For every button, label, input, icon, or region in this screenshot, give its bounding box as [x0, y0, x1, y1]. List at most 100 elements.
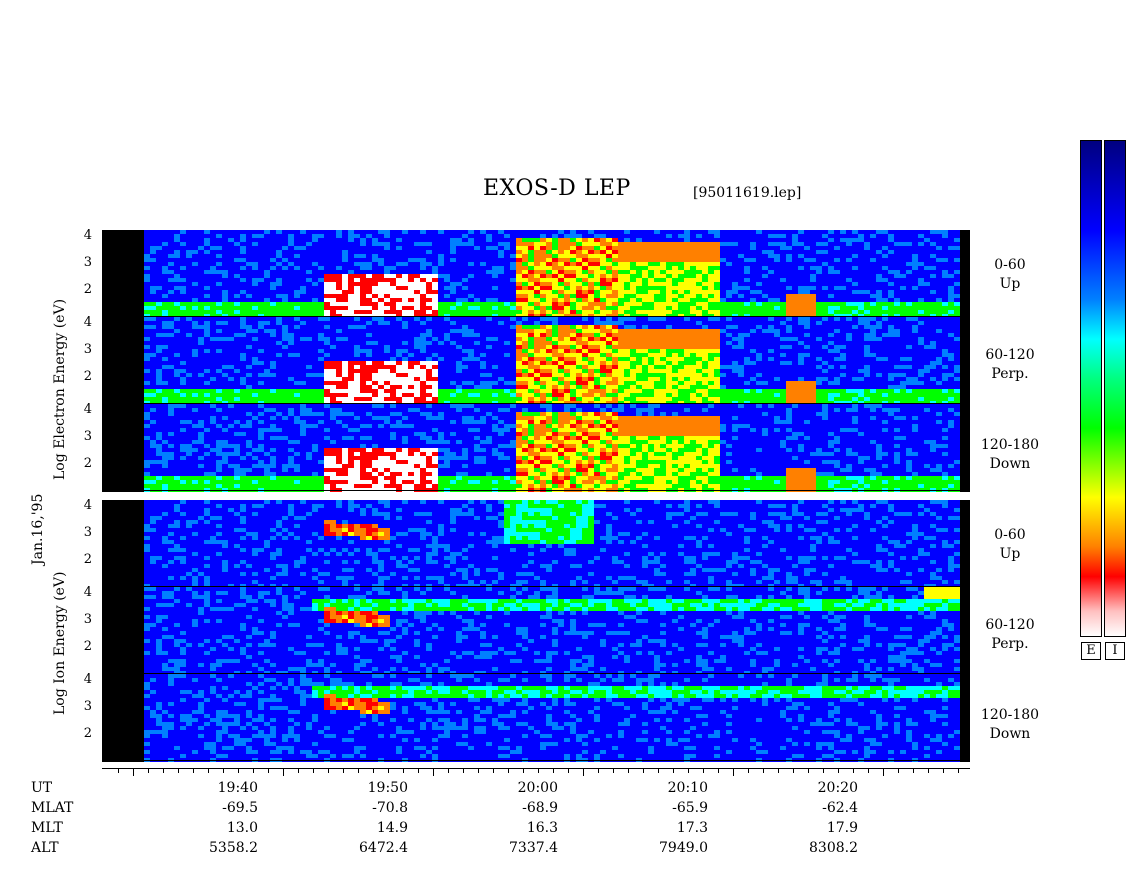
spectrogram-cell: [558, 242, 564, 246]
spectrogram-cell: [144, 337, 150, 341]
spectrogram-cell: [216, 298, 222, 302]
spectrogram-cell: [174, 369, 180, 373]
spectrogram-cell: [450, 242, 456, 246]
spectrogram-cell: [408, 341, 414, 345]
spectrogram-cell: [144, 298, 150, 302]
spectrogram-cell: [222, 377, 228, 381]
spectrogram-cell: [294, 270, 300, 274]
spectrogram-cell: [276, 349, 282, 353]
spectrogram-cell: [660, 250, 666, 254]
spectrogram-cell: [204, 262, 210, 266]
spectrogram-cell: [366, 250, 372, 254]
spectrogram-cell: [954, 238, 960, 242]
spectrogram-cell: [468, 290, 474, 294]
spectrogram-cell: [414, 234, 420, 238]
spectrogram-cell: [438, 290, 444, 294]
spectrogram-cell: [462, 306, 468, 310]
spectrogram-cell: [420, 294, 426, 298]
spectrogram-cell: [642, 393, 648, 397]
spectrogram-cell: [810, 270, 816, 274]
spectrogram-cell: [276, 306, 282, 310]
spectrogram-cell: [396, 337, 402, 341]
spectrogram-cell: [624, 337, 630, 341]
spectrogram-cell: [864, 294, 870, 298]
spectrogram-cell: [552, 258, 558, 262]
spectrogram-cell: [654, 365, 660, 369]
spectrogram-cell: [414, 369, 420, 373]
spectrogram-cell: [378, 329, 384, 333]
spectrogram-cell: [396, 230, 402, 234]
spectrogram-cell: [546, 238, 552, 242]
spectrogram-cell: [906, 246, 912, 250]
spectrogram-cell: [648, 321, 654, 325]
spectrogram-cell: [144, 349, 150, 353]
spectrogram-cell: [144, 302, 150, 306]
spectrogram-cell: [618, 321, 624, 325]
spectrogram-cell: [870, 298, 876, 302]
spectrogram-cell: [618, 317, 624, 321]
spectrogram-cell: [588, 254, 594, 258]
spectrogram-cell: [576, 230, 582, 234]
spectrogram-cell: [264, 306, 270, 310]
spectrogram-cell: [150, 377, 156, 381]
spectrogram-cell: [606, 369, 612, 373]
spectrogram-cell: [498, 294, 504, 298]
spectrogram-cell: [780, 278, 786, 282]
spectrogram-cell: [222, 230, 228, 234]
spectrogram-cell: [852, 298, 858, 302]
spectrogram-cell: [312, 361, 318, 365]
spectrogram-cell: [294, 306, 300, 310]
spectrogram-cell: [192, 306, 198, 310]
spectrogram-cell: [168, 286, 174, 290]
spectrogram-cell: [504, 294, 510, 298]
spectrogram-cell: [834, 274, 840, 278]
spectrogram-cell: [162, 254, 168, 258]
spectrogram-cell: [570, 238, 576, 242]
spectrogram-cell: [330, 290, 336, 294]
spectrogram-cell: [468, 294, 474, 298]
spectrogram-cell: [732, 298, 738, 302]
spectrogram-cell: [546, 361, 552, 365]
spectrogram-cell: [738, 270, 744, 274]
spectrogram-cell: [162, 377, 168, 381]
spectrogram-cell: [576, 310, 582, 314]
spectrogram-cell: [516, 333, 522, 337]
spectrogram-cell: [930, 290, 936, 294]
spectrogram-cell: [318, 306, 324, 310]
spectrogram-cell: [366, 262, 372, 266]
spectrogram-cell: [186, 325, 192, 329]
spectrogram-cell: [450, 302, 456, 306]
spectrogram-cell: [330, 250, 336, 254]
spectrogram-cell: [672, 294, 678, 298]
spectrogram-cell: [486, 310, 492, 314]
spectrogram-cell: [636, 290, 642, 294]
spectrogram-cell: [636, 262, 642, 266]
spectrogram-cell: [234, 242, 240, 246]
spectrogram-cell: [444, 325, 450, 329]
spectrogram-cell: [534, 230, 540, 234]
spectrogram-cell: [660, 397, 666, 401]
spectrogram-cell: [360, 306, 366, 310]
spectrogram-cell: [408, 278, 414, 282]
spectrogram-cell: [336, 306, 342, 310]
spectrogram-cell: [792, 278, 798, 282]
spectrogram-cell: [522, 286, 528, 290]
spectrogram-cell: [216, 349, 222, 353]
spectrogram-cell: [942, 282, 948, 286]
spectrogram-cell: [720, 238, 726, 242]
spectrogram-cell: [468, 357, 474, 361]
spectrogram-cell: [462, 345, 468, 349]
spectrogram-cell: [654, 369, 660, 373]
spectrogram-cell: [216, 317, 222, 321]
spectrogram-cell: [366, 349, 372, 353]
spectrogram-cell: [174, 333, 180, 337]
spectrogram-cell: [246, 349, 252, 353]
spectrogram-cell: [912, 246, 918, 250]
spectrogram-cell: [240, 337, 246, 341]
spectrogram-cell: [666, 250, 672, 254]
spectrogram-cell: [186, 353, 192, 357]
spectrogram-cell: [420, 389, 426, 393]
spectrogram-cell: [360, 230, 366, 234]
spectrogram-cell: [306, 302, 312, 306]
spectrogram-cell: [150, 254, 156, 258]
